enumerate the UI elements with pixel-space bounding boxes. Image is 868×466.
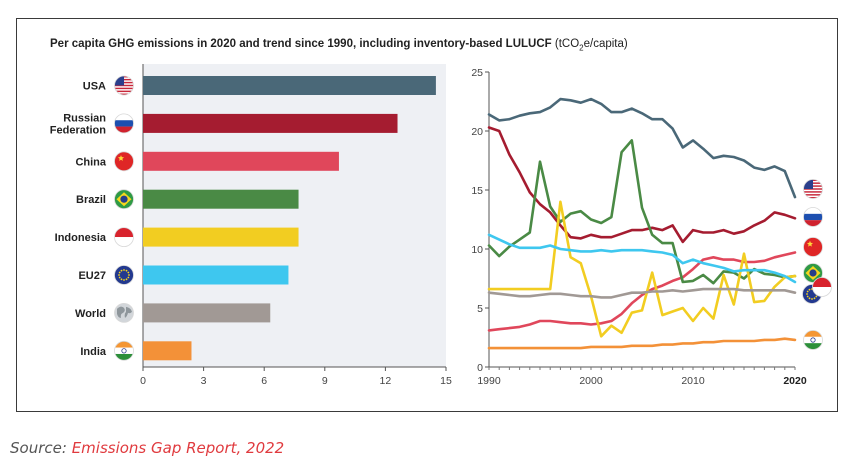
bar-x-tick-label: 6 <box>261 375 267 387</box>
category-label-russian-federation: Federation <box>50 124 107 136</box>
source-link[interactable]: Emissions Gap Report, 2022 <box>71 439 285 457</box>
line-chart: 0 5 10 15 20 25 1990 2000 2010 2020 <box>471 67 832 387</box>
category-label-brazil: Brazil <box>76 194 106 206</box>
bar-world <box>143 303 271 323</box>
category-label-china: China <box>75 156 106 168</box>
category-label-indonesia: Indonesia <box>55 232 107 244</box>
india-flag-icon <box>803 330 823 350</box>
brazil-flag-icon <box>114 189 134 210</box>
india-flag-icon <box>114 340 134 361</box>
line-y-tick-label: 5 <box>477 303 483 315</box>
bar-x-tick-label: 15 <box>440 375 452 387</box>
category-label-eu27: EU27 <box>78 270 106 282</box>
bar-eu27 <box>143 265 289 285</box>
line-y-tick-label: 25 <box>471 67 483 79</box>
category-label-usa: USA <box>83 81 106 93</box>
line-x-tick-label: 2010 <box>681 375 705 387</box>
bar-usa <box>143 76 436 95</box>
bar-x-tick-label: 12 <box>380 375 392 387</box>
line-series-china <box>487 251 797 332</box>
line-y-tick-label: 20 <box>471 126 483 138</box>
category-label-india: India <box>80 346 107 358</box>
unit-pre: (tCO <box>554 38 580 50</box>
bar-x-tick-label: 3 <box>201 375 207 387</box>
line-series-eu27 <box>487 233 797 284</box>
china-flag-icon <box>114 151 134 172</box>
line-y-tick-label: 10 <box>471 244 483 256</box>
line-series-brazil <box>487 139 797 285</box>
line-x-tick-label: 2000 <box>579 375 603 387</box>
line-x-tick-label: 1990 <box>477 375 501 387</box>
line-y-tick-label: 0 <box>477 362 483 374</box>
russia-flag-icon <box>114 113 134 134</box>
line-series-indonesia <box>487 200 797 338</box>
source-caption: Source: Emissions Gap Report, 2022 <box>10 439 284 457</box>
unit-label: (tCO2e/capita) <box>554 38 628 53</box>
title-text: Per capita GHG emissions in 2020 and tre… <box>50 38 552 50</box>
line-series-russian-federation <box>487 126 797 244</box>
line-series-india <box>487 337 797 350</box>
chart-title: Per capita GHG emissions in 2020 and tre… <box>50 38 628 52</box>
indonesia-flag-icon <box>114 227 134 248</box>
unit-subscript: 2 <box>579 43 584 53</box>
bar-x-tick-label: 0 <box>140 375 146 387</box>
bar-brazil <box>143 189 299 209</box>
bar-china <box>143 151 339 171</box>
line-x-tick-label: 2020 <box>783 375 807 387</box>
china-flag-icon <box>803 237 823 257</box>
bar-russian-federation <box>143 113 398 133</box>
category-label-russian-federation: Russian <box>63 112 106 124</box>
eu-flag-icon <box>114 265 134 285</box>
us-flag-icon <box>803 179 823 199</box>
unit-post: e/capita) <box>583 38 628 50</box>
bar-india <box>143 341 192 361</box>
source-label: Source: <box>10 439 67 457</box>
bar-x-tick-label: 9 <box>322 375 328 387</box>
bar-indonesia <box>143 227 299 247</box>
russia-flag-icon <box>803 207 823 227</box>
line-y-tick-label: 15 <box>471 185 483 197</box>
indonesia-flag-icon <box>812 277 832 297</box>
line-series-usa <box>487 97 797 199</box>
category-label-world: World <box>75 308 106 320</box>
line-series-world <box>487 287 797 299</box>
world-globe-icon <box>114 302 134 323</box>
us-flag-icon <box>114 75 134 96</box>
brazil-flag-icon <box>803 263 823 283</box>
